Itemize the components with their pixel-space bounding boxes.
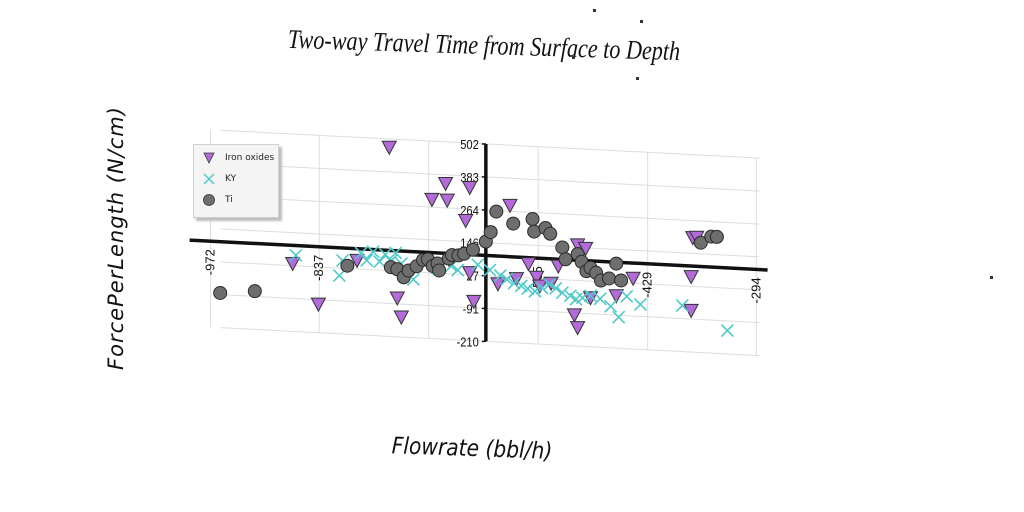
data-point-iron-oxides [465, 294, 482, 310]
data-point-iron-oxides [528, 270, 545, 286]
legend-item-ky: KY [202, 171, 236, 187]
x-tick-label: -294 [748, 277, 763, 303]
data-point-ky [675, 298, 689, 313]
data-point-ti [340, 258, 355, 273]
data-point-ti [465, 242, 480, 257]
data-point-iron-oxides [457, 214, 474, 229]
data-point-iron-oxides [389, 291, 406, 307]
data-point-ti [602, 271, 617, 286]
data-point-iron-oxides [508, 272, 525, 287]
data-point-ky [593, 292, 607, 306]
grid-line-horizontal [220, 162, 760, 192]
data-point-ti [213, 285, 228, 300]
x-tick-label: -429 [640, 272, 655, 298]
data-point-ky [620, 289, 634, 303]
data-point-iron-oxides [625, 271, 642, 287]
data-point-ky [514, 279, 528, 293]
data-point-ky [366, 245, 380, 259]
data-point-ky [483, 263, 497, 277]
data-point-ky [507, 276, 521, 290]
data-point-ti [614, 273, 629, 288]
speck [640, 20, 643, 23]
y-tick-label: -210 [456, 335, 479, 350]
triangle-down-icon [203, 152, 215, 164]
data-point-ky [332, 269, 346, 283]
data-point-iron-oxides [502, 198, 518, 214]
data-point-ky [289, 248, 303, 262]
grid-line-horizontal [220, 294, 760, 324]
data-point-ky [389, 246, 403, 260]
data-point-iron-oxides [608, 289, 625, 304]
data-point-ti [693, 235, 708, 250]
circle-icon [203, 194, 215, 206]
data-point-ky [373, 255, 387, 269]
x-tick-label: -837 [311, 255, 326, 281]
data-point-ky [493, 269, 507, 283]
data-point-iron-oxides [349, 253, 365, 269]
data-point-ti [558, 252, 573, 267]
x-axis-line [189, 238, 768, 272]
data-point-ky [451, 263, 465, 277]
data-point-iron-oxides [437, 176, 454, 192]
data-point-ky [360, 253, 374, 267]
speck [990, 276, 993, 279]
data-point-ky [521, 282, 535, 296]
data-point-iron-oxides [310, 297, 327, 313]
legend-label-ti: Ti [225, 195, 233, 205]
data-point-ky [575, 291, 590, 305]
data-point-ti [432, 263, 447, 278]
data-point-ky [583, 289, 598, 303]
data-point-ky [633, 297, 647, 312]
data-point-ky [720, 324, 734, 338]
data-point-iron-oxides [683, 270, 699, 285]
grid-line-horizontal [220, 261, 760, 291]
data-point-iron-oxides [683, 303, 699, 319]
legend-label-ky: KY [225, 174, 237, 184]
data-point-ti [609, 256, 624, 271]
data-point-ky [500, 272, 514, 286]
grid-line-horizontal [220, 327, 760, 357]
data-point-ky [471, 258, 485, 272]
data-point-ti [709, 229, 724, 244]
data-point-iron-oxides [461, 180, 478, 196]
data-point-ky [549, 281, 563, 295]
data-point-ky [542, 277, 557, 291]
data-point-ky [354, 246, 368, 260]
speck [593, 9, 596, 12]
data-point-ti [555, 240, 570, 255]
data-point-ky [604, 299, 618, 313]
data-point-ti [483, 225, 498, 240]
data-point-ti [247, 284, 262, 299]
data-point-ti [543, 226, 558, 241]
data-point-iron-oxides [439, 193, 456, 209]
x-marker-icon [203, 173, 215, 185]
x-tick-label: -972 [203, 249, 218, 275]
data-point-iron-oxides [520, 257, 537, 272]
data-point-iron-oxides [393, 310, 410, 326]
data-point-ky [528, 284, 542, 298]
data-point-ky [612, 310, 626, 324]
data-point-iron-oxides [424, 192, 440, 208]
legend-item-iron-oxides: Iron oxides [202, 150, 274, 166]
speck [636, 77, 639, 80]
data-point-ky [555, 286, 569, 300]
data-point-ky [535, 281, 549, 295]
speck [572, 56, 575, 59]
legend: Iron oxides KY Ti [193, 144, 279, 218]
y-tick-label: 502 [460, 137, 479, 152]
legend-item-ti: Ti [202, 192, 233, 208]
grid-line-horizontal [220, 129, 760, 159]
data-point-ti [525, 212, 540, 227]
data-point-iron-oxides [569, 321, 586, 336]
legend-label-iron-oxides: Iron oxides [225, 153, 275, 163]
data-point-iron-oxides [566, 308, 583, 323]
data-point-iron-oxides [381, 140, 398, 156]
data-point-ti [489, 204, 504, 219]
data-point-ti [506, 216, 521, 231]
